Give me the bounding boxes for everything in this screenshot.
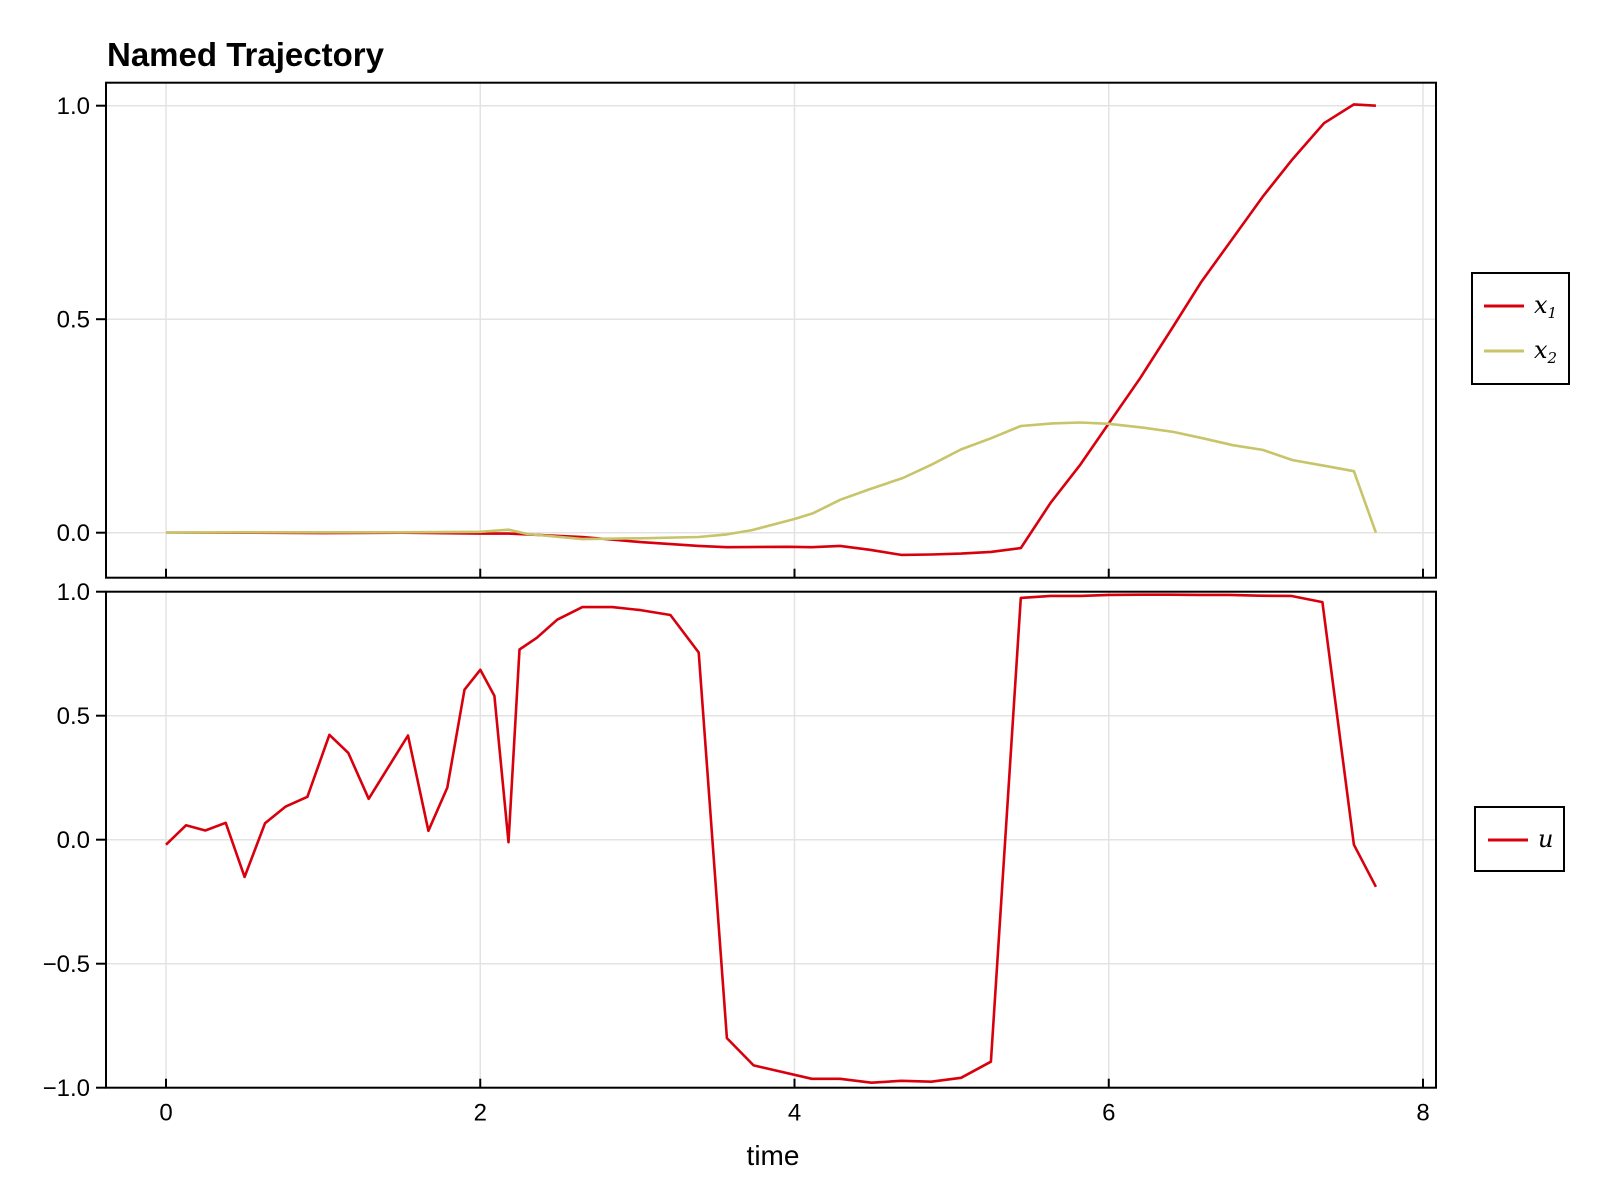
bottom-gridlines bbox=[106, 590, 1436, 1089]
y-tick-label: 0.0 bbox=[57, 520, 90, 547]
legend-item-u: u bbox=[1488, 825, 1553, 853]
top-axis-x1-x2: 0.0 0.5 1.0 bbox=[57, 81, 1437, 579]
x-tick-label: 6 bbox=[1102, 1100, 1115, 1127]
y-tick-label: 1.0 bbox=[57, 579, 90, 606]
top-gridlines bbox=[106, 82, 1436, 578]
legend-item-x1: x1 bbox=[1484, 291, 1557, 322]
x-tick-label: 0 bbox=[159, 1100, 172, 1127]
legend-label-x1: x1 bbox=[1534, 291, 1557, 322]
series-line-x2 bbox=[165, 421, 1378, 541]
bottom-axis-u: 0 2 4 6 8 −1.0 −0.5 0.0 0.5 1.0 bbox=[43, 579, 1437, 1127]
series-line-u bbox=[165, 593, 1378, 1084]
legend-item-x2: x2 bbox=[1484, 336, 1557, 367]
x-axis-label: time bbox=[747, 1140, 800, 1171]
top-axis-ticks: 0.0 0.5 1.0 bbox=[57, 93, 1424, 578]
y-tick-label: −1.0 bbox=[43, 1075, 90, 1102]
x-tick-label: 8 bbox=[1416, 1100, 1429, 1127]
chart-title: Named Trajectory bbox=[107, 36, 385, 73]
bottom-series-lines bbox=[165, 593, 1378, 1084]
top-series-lines bbox=[165, 103, 1378, 557]
legend-label-x2: x2 bbox=[1534, 336, 1557, 367]
legend-top-box bbox=[1471, 272, 1570, 385]
legend-bottom: u bbox=[1474, 806, 1565, 872]
x-tick-label: 2 bbox=[474, 1100, 487, 1127]
y-tick-label: 0.5 bbox=[57, 307, 90, 334]
top-axis-frame bbox=[105, 81, 1437, 579]
legend-label-u: u bbox=[1538, 825, 1553, 853]
y-tick-label: 0.0 bbox=[57, 827, 90, 854]
series-line-x1 bbox=[166, 103, 1376, 557]
y-tick-label: 1.0 bbox=[57, 93, 90, 120]
x-tick-label: 4 bbox=[788, 1100, 801, 1127]
bottom-axis-ticks: 0 2 4 6 8 −1.0 −0.5 0.0 0.5 1.0 bbox=[43, 579, 1430, 1126]
legend-bottom-box bbox=[1474, 806, 1565, 872]
y-tick-label: −0.5 bbox=[43, 951, 90, 978]
y-tick-label: 0.5 bbox=[57, 703, 90, 730]
